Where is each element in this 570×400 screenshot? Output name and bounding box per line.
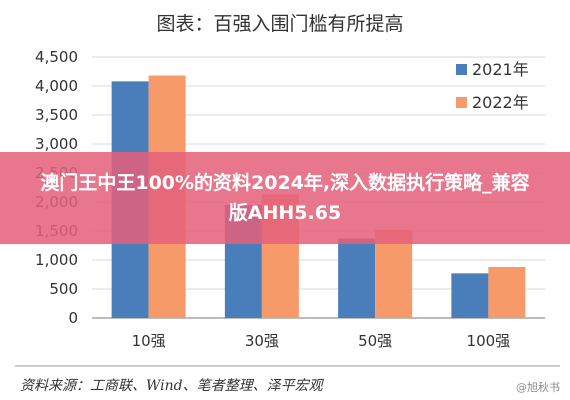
legend-swatch-2021 (456, 64, 467, 75)
x-tick-label: 50强 (358, 332, 392, 350)
x-axis: 10强 30强 50强 100强 (132, 332, 511, 350)
bar-2022年-100强 (488, 266, 526, 318)
y-tick-label: 3,000 (35, 135, 78, 153)
bar-2021年-50强 (338, 238, 376, 318)
x-tick-label: 10强 (132, 332, 166, 350)
y-tick-label: 1,000 (35, 251, 78, 269)
y-tick-label: 4,500 (35, 48, 78, 66)
y-tick-label: 0 (68, 309, 78, 327)
bar-2021年-100强 (451, 273, 489, 318)
chart-title: 图表：百强入围门槛有所提高 (156, 13, 403, 35)
y-tick-label: 500 (49, 280, 78, 298)
legend-label-2021: 2021年 (472, 60, 529, 79)
y-tick-label: 3,500 (35, 106, 78, 124)
source-note: 资料来源：工商联、Wind、笔者整理、泽平宏观 (20, 378, 325, 394)
legend-swatch-2022 (456, 97, 467, 108)
bar-2022年-50强 (375, 229, 413, 318)
watermark: @旭秋书 (514, 379, 562, 395)
legend-label-2022: 2022年 (472, 93, 529, 112)
x-tick-label: 100强 (467, 332, 511, 350)
legend: 2021年 2022年 (456, 60, 529, 112)
x-tick-label: 30强 (245, 332, 279, 350)
headline-banner[interactable]: 澳门王中王100%的资料2024年,深入数据执行策略_兼容版AHH5.65 (0, 152, 570, 244)
y-tick-label: 4,000 (35, 77, 78, 95)
headline-text[interactable]: 澳门王中王100%的资料2024年,深入数据执行策略_兼容版AHH5.65 (40, 172, 530, 224)
